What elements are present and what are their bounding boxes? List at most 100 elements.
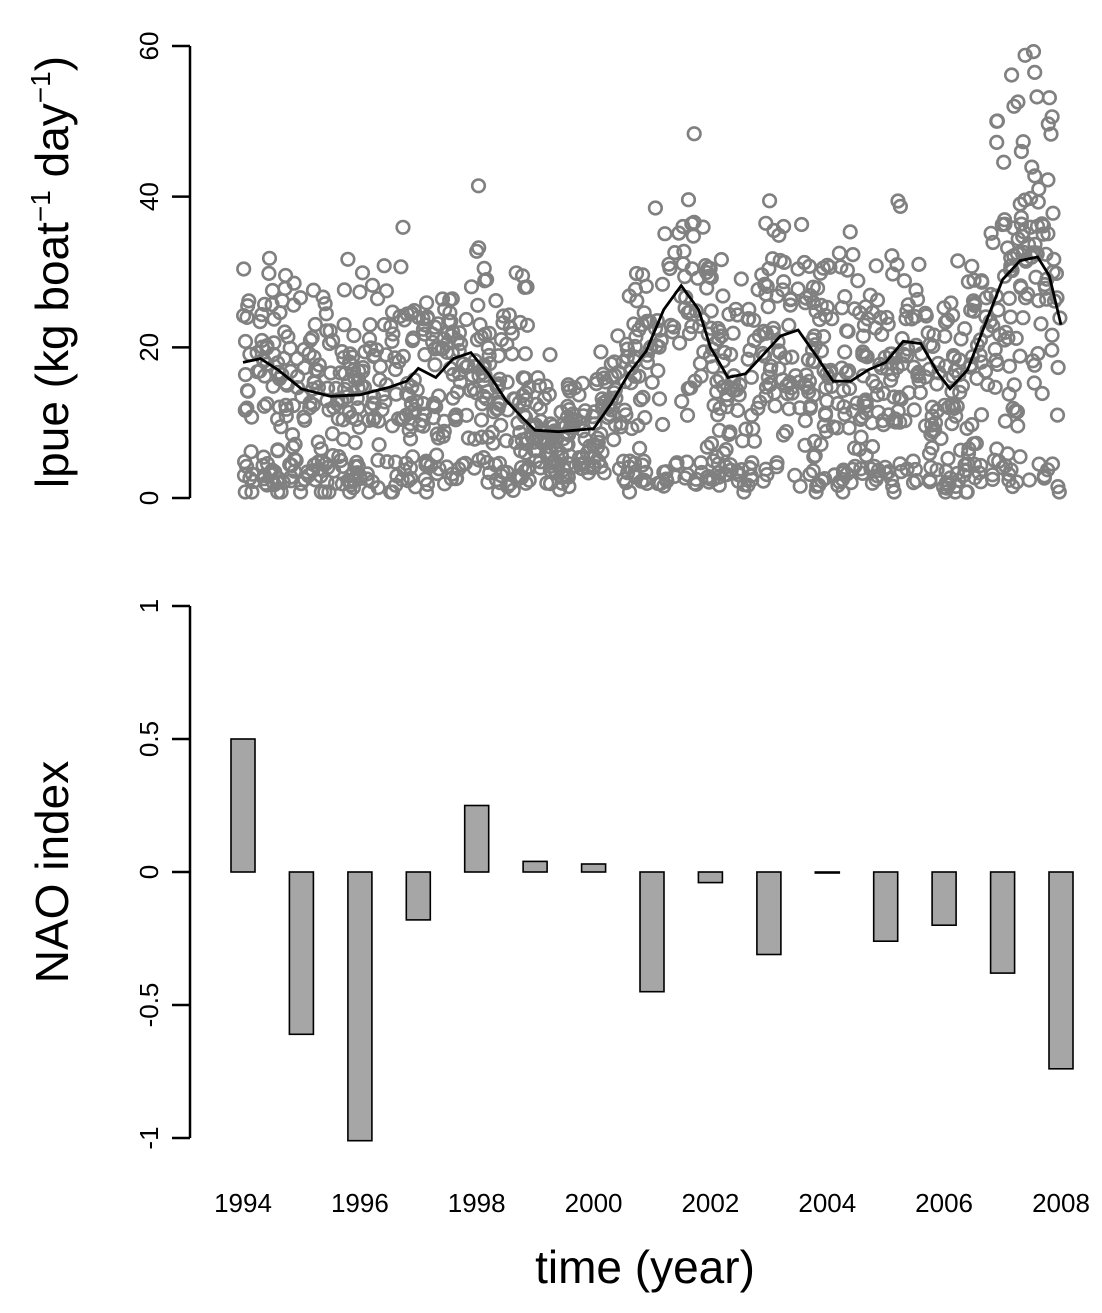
lpue-point bbox=[684, 318, 700, 335]
nao-bar bbox=[288, 871, 315, 1036]
lpue-point bbox=[677, 470, 693, 486]
lpue-point bbox=[463, 279, 480, 295]
lpue-point bbox=[261, 265, 277, 282]
lpue-point bbox=[285, 398, 302, 414]
lpue-point bbox=[974, 274, 990, 290]
lpue-point bbox=[368, 342, 385, 358]
lpue-point bbox=[451, 365, 467, 382]
nao-y-tick-label: 0 bbox=[134, 865, 164, 879]
lpue-point bbox=[685, 228, 702, 244]
lpue-point bbox=[746, 312, 762, 328]
lpue-y-title-main: lpue (kg boat bbox=[26, 222, 78, 488]
lpue-point bbox=[806, 449, 822, 465]
lpue-point bbox=[384, 304, 401, 320]
lpue-point bbox=[618, 475, 634, 491]
lpue-point bbox=[793, 216, 810, 233]
lpue-point bbox=[518, 392, 534, 408]
lpue-point bbox=[760, 299, 776, 315]
lpue-point bbox=[680, 192, 697, 208]
lpue-point bbox=[775, 427, 792, 443]
x-tick-label: 2002 bbox=[681, 1188, 739, 1218]
lpue-point bbox=[443, 328, 460, 344]
lpue-point bbox=[911, 256, 927, 273]
lpue-point bbox=[862, 287, 878, 303]
lpue-point bbox=[837, 406, 853, 423]
lpue-point bbox=[1015, 310, 1031, 326]
lpue-point bbox=[548, 442, 565, 458]
lpue-point bbox=[704, 341, 721, 357]
lpue-point bbox=[718, 459, 734, 475]
lpue-point bbox=[476, 357, 492, 373]
lpue-point bbox=[610, 328, 626, 344]
lpue-point bbox=[983, 225, 999, 241]
lpue-point bbox=[361, 412, 377, 429]
lpue-point bbox=[532, 400, 548, 417]
lpue-point bbox=[286, 275, 302, 291]
lpue-point bbox=[444, 291, 460, 307]
lpue-point bbox=[305, 282, 322, 298]
lpue-point bbox=[1003, 67, 1020, 83]
lpue-point bbox=[261, 250, 278, 266]
lpue-point bbox=[595, 395, 611, 411]
lpue-point bbox=[370, 413, 387, 429]
lpue-point bbox=[1013, 209, 1029, 226]
lpue-point bbox=[237, 333, 254, 350]
lpue-point bbox=[1044, 342, 1060, 358]
lpue-point bbox=[996, 212, 1013, 228]
lpue-point bbox=[868, 258, 884, 274]
lpue-point bbox=[907, 309, 923, 325]
lpue-point bbox=[430, 430, 447, 446]
lpue-point bbox=[973, 407, 990, 423]
lpue-point bbox=[896, 346, 912, 363]
lpue-point bbox=[307, 316, 323, 333]
lpue-point bbox=[296, 342, 312, 358]
lpue-point bbox=[387, 350, 403, 366]
lpue-point bbox=[802, 398, 819, 414]
lpue-point bbox=[761, 193, 778, 209]
lpue-point bbox=[1029, 246, 1045, 262]
lpue-point bbox=[361, 484, 377, 500]
lpue-point bbox=[742, 342, 758, 358]
lpue-point bbox=[237, 484, 253, 500]
lpue-point bbox=[658, 471, 674, 487]
lpue-point bbox=[819, 299, 835, 315]
lpue-point bbox=[740, 351, 756, 367]
lpue-point bbox=[430, 316, 446, 332]
lpue-point bbox=[847, 458, 863, 474]
lpue-point bbox=[404, 397, 420, 413]
lpue-point bbox=[341, 404, 357, 420]
lpue-point bbox=[850, 273, 866, 289]
lpue-point bbox=[490, 394, 506, 410]
lpue-point bbox=[700, 260, 717, 276]
lpue-point bbox=[1040, 116, 1056, 132]
nao-y-ticks: -1 -0.5 0 0.5 1 bbox=[134, 599, 190, 1150]
lpue-point bbox=[1043, 126, 1059, 142]
lpue-point bbox=[257, 475, 274, 491]
lpue-point bbox=[1031, 456, 1047, 472]
lpue-point bbox=[403, 306, 419, 322]
lpue-point bbox=[738, 421, 754, 437]
lpue-point bbox=[880, 316, 896, 332]
lpue-point bbox=[431, 461, 447, 477]
lpue-point bbox=[653, 332, 669, 349]
lpue-point bbox=[674, 393, 690, 410]
lpue-point bbox=[703, 435, 720, 452]
lpue-point bbox=[849, 395, 865, 411]
lpue-point bbox=[473, 412, 490, 428]
lpue-y-title-mid: day bbox=[26, 103, 78, 190]
nao-bar bbox=[1048, 871, 1074, 1070]
lpue-point bbox=[778, 424, 794, 440]
lpue-point bbox=[560, 380, 577, 396]
lpue-y-ticks: 0 20 40 60 bbox=[134, 32, 190, 505]
lpue-point bbox=[1026, 375, 1042, 391]
lpue-point bbox=[808, 484, 824, 500]
nao-x-ticks: 1994 1996 1998 2000 2002 2004 2006 2008 bbox=[214, 1188, 1090, 1218]
lpue-point bbox=[244, 484, 260, 500]
lpue-point bbox=[797, 413, 813, 429]
lpue-point bbox=[781, 317, 797, 334]
lpue-point bbox=[639, 354, 656, 371]
lpue-point bbox=[1010, 418, 1026, 434]
lpue-point bbox=[1024, 159, 1040, 175]
lpue-point bbox=[821, 370, 837, 386]
lpue-point bbox=[870, 462, 887, 479]
